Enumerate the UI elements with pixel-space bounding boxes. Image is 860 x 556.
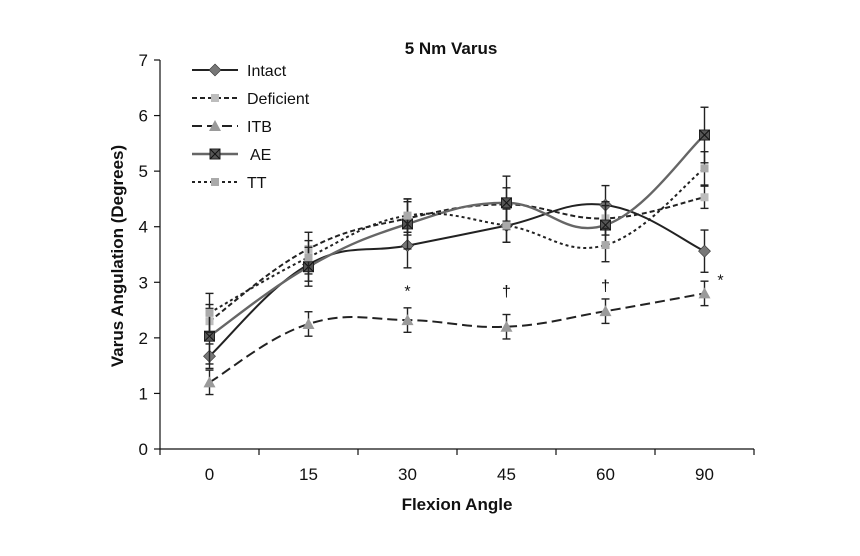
line-itb xyxy=(208,292,705,384)
x-tick-label: 60 xyxy=(596,465,615,484)
chart-title: 5 Nm Varus xyxy=(405,39,498,58)
significance-marker: * xyxy=(717,273,723,290)
legend-item-tt: TT xyxy=(192,175,267,192)
x-tick-label: 30 xyxy=(398,465,417,484)
legend: Intact Deficient ITB AE TT xyxy=(192,63,310,192)
y-tick-label: 0 xyxy=(139,440,148,459)
legend-marker-itb xyxy=(209,120,221,131)
legend-item-intact: Intact xyxy=(192,63,287,80)
series-itb xyxy=(203,280,711,396)
point-ae-cross xyxy=(501,197,512,209)
legend-item-ae: AE xyxy=(192,147,271,164)
x-tick-label: 90 xyxy=(695,465,714,484)
legend-marker-tt xyxy=(211,178,219,186)
legend-label-intact: Intact xyxy=(247,63,287,80)
y-axis-title: Varus Angulation (Degrees) xyxy=(108,145,127,367)
point-tt xyxy=(700,164,709,173)
series-tt xyxy=(205,150,709,333)
legend-label-deficient: Deficient xyxy=(247,91,310,108)
point-tt xyxy=(304,253,313,262)
point-intact xyxy=(698,244,711,258)
legend-marker-ae xyxy=(209,148,221,160)
annotations: * † † * xyxy=(404,273,723,301)
series-layer xyxy=(203,106,711,396)
y-tick-label: 6 xyxy=(139,107,148,126)
x-axis-title: Flexion Angle xyxy=(402,495,513,514)
point-itb xyxy=(599,305,612,317)
legend-marker-ae-cross xyxy=(209,148,221,160)
point-tt xyxy=(601,241,610,250)
legend-item-itb: ITB xyxy=(192,119,272,136)
point-itb xyxy=(401,314,414,326)
point-tt xyxy=(403,211,412,220)
y-tick-label: 7 xyxy=(139,51,148,70)
x-axis-ticks: 0 15 30 45 60 90 xyxy=(159,449,755,484)
line-ae xyxy=(208,134,706,338)
x-tick-label: 45 xyxy=(497,465,516,484)
point-itb xyxy=(302,317,315,329)
y-tick-label: 4 xyxy=(139,218,148,237)
point-itb xyxy=(203,376,216,388)
point-deficient xyxy=(700,193,709,202)
point-tt xyxy=(205,308,214,317)
y-tick-label: 1 xyxy=(139,384,148,403)
legend-label-ae: AE xyxy=(250,147,271,164)
legend-marker-deficient xyxy=(211,94,219,102)
x-tick-label: 15 xyxy=(299,465,318,484)
significance-marker: † xyxy=(502,284,511,301)
legend-label-itb: ITB xyxy=(247,119,272,136)
point-ae-cross xyxy=(699,129,710,141)
legend-item-deficient: Deficient xyxy=(192,91,310,108)
point-ae xyxy=(501,197,512,209)
legend-marker-intact xyxy=(208,63,222,77)
x-tick-label: 0 xyxy=(205,465,214,484)
y-axis-ticks: 0 1 2 3 4 5 6 7 xyxy=(139,51,160,459)
y-tick-label: 3 xyxy=(139,273,148,292)
significance-marker: * xyxy=(404,284,410,301)
point-itb xyxy=(500,320,513,332)
point-itb xyxy=(698,287,711,299)
point-ae xyxy=(699,129,710,141)
line-tt xyxy=(209,167,706,314)
series-intact xyxy=(203,184,711,370)
y-tick-label: 5 xyxy=(139,162,148,181)
y-tick-label: 2 xyxy=(139,329,148,348)
significance-marker: † xyxy=(601,278,610,295)
legend-label-tt: TT xyxy=(247,175,267,192)
point-tt xyxy=(502,221,511,230)
line-intact xyxy=(208,203,705,357)
